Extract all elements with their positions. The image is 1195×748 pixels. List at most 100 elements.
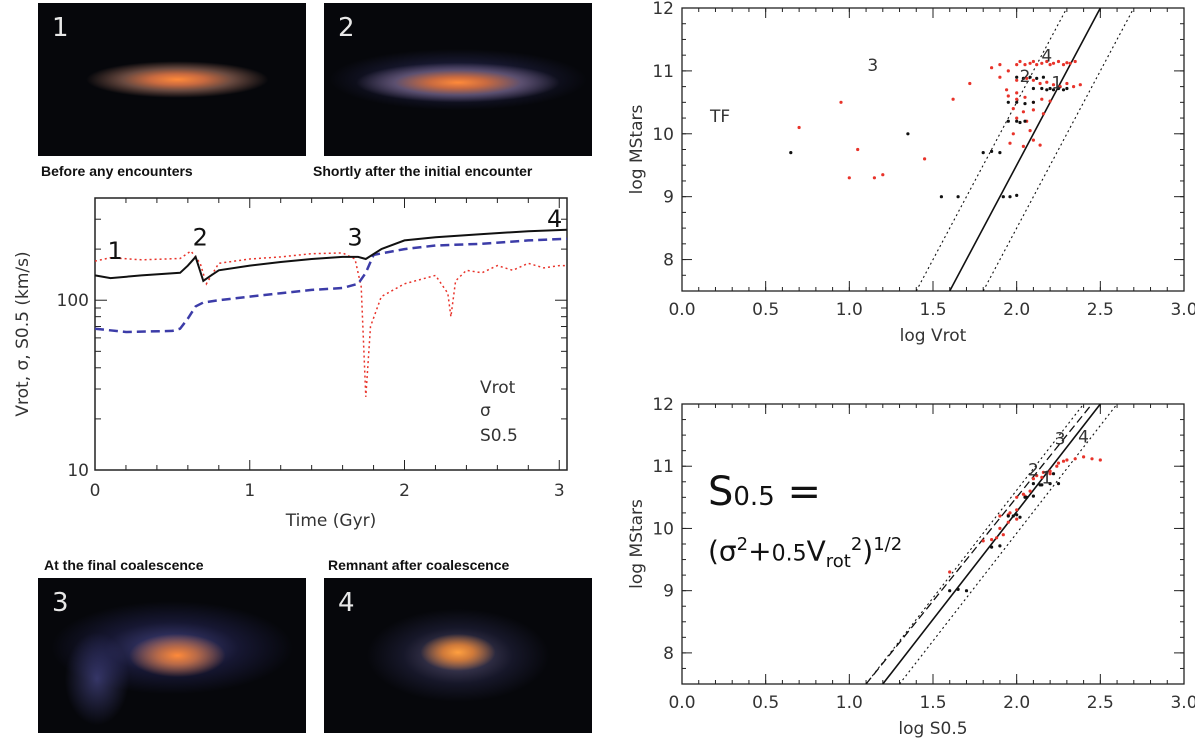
formula-open: (σ — [708, 534, 737, 568]
data-point-black — [1065, 86, 1069, 91]
data-point-red — [995, 536, 999, 540]
data-point-red — [1028, 489, 1032, 493]
data-point-red — [1045, 80, 1049, 84]
chart-title: TF — [709, 107, 730, 127]
galaxy-panel-4: 4 — [324, 578, 592, 733]
data-point-red — [1038, 143, 1042, 147]
plot-frame — [681, 7, 1185, 292]
data-point-red — [1028, 61, 1032, 65]
data-point-red — [1021, 110, 1025, 114]
data-point-red — [1078, 83, 1082, 87]
data-point-black — [1056, 482, 1061, 486]
galaxy-panel-2: 2 — [324, 3, 592, 156]
y-tick-label: 10 — [652, 125, 674, 145]
data-point-black — [990, 545, 994, 549]
x-tick-label: 1.0 — [836, 300, 863, 320]
data-point-black — [1006, 514, 1010, 518]
x-tick-label: 2.5 — [1087, 300, 1114, 320]
plot-area: 3 42 1 — [789, 8, 1135, 291]
data-point-red — [1006, 520, 1010, 524]
data-point-red — [1023, 63, 1027, 67]
data-point-red — [1040, 475, 1044, 479]
data-point-red — [1011, 132, 1015, 136]
data-point-black — [1031, 494, 1035, 498]
x-tick-label: 1.5 — [919, 693, 946, 713]
data-point-red — [856, 147, 860, 152]
point-label: 4 — [1041, 46, 1052, 66]
x-tick-label: 3 — [554, 481, 565, 501]
data-point-black — [956, 195, 960, 199]
data-point-red — [951, 97, 955, 101]
data-point-red — [948, 570, 952, 574]
data-point-red — [990, 538, 994, 542]
data-point-black — [1045, 88, 1049, 92]
y-tick-label: 9 — [663, 188, 674, 208]
data-point-red — [1025, 76, 1029, 80]
y-tick-label: 8 — [663, 644, 674, 664]
legend-entry: S0.5 — [480, 426, 518, 446]
data-point-black — [981, 151, 985, 155]
data-point-red — [1006, 69, 1010, 73]
data-point-black — [1035, 76, 1039, 80]
formula-sup: 2 — [736, 534, 749, 555]
galaxy-panel-1: 1 — [38, 3, 306, 156]
series-line-S0.5 — [94, 228, 568, 283]
data-point-black — [1015, 75, 1019, 79]
y-tick-label: 100 — [57, 291, 89, 311]
data-point-red — [1061, 459, 1066, 463]
data-point-red — [1048, 63, 1052, 67]
data-point-black — [1015, 513, 1019, 517]
y-tick-label: 9 — [663, 582, 674, 602]
data-point-black — [939, 195, 943, 199]
data-point-red — [1028, 129, 1032, 133]
data-point-red — [1082, 455, 1086, 459]
plot-frame — [94, 197, 568, 471]
point-label: 4 — [1078, 428, 1089, 448]
x-tick-label: 0.5 — [752, 693, 779, 713]
time-evolution-chart: 0 1 2 3 10 100 Time (Gyr) Vrot, σ, S0.5 (km/s) 1… — [13, 197, 568, 531]
data-point-red — [1006, 94, 1010, 98]
data-point-red — [1040, 61, 1044, 65]
data-point-black — [1051, 472, 1056, 476]
data-point-red — [1056, 59, 1061, 64]
y-tick-label: 10 — [652, 519, 674, 539]
fit-line-dotted_right — [899, 404, 1118, 684]
data-point-red — [1015, 63, 1019, 67]
formula-vsub: rot — [825, 550, 851, 572]
data-point-black — [1011, 514, 1015, 518]
data-point-red — [839, 100, 843, 104]
data-point-black — [1031, 482, 1035, 486]
point-label: 3 — [867, 56, 878, 76]
data-point-black — [1018, 515, 1022, 519]
data-point-black — [1001, 195, 1005, 199]
y-tick-label: 12 — [652, 0, 674, 19]
data-point-black — [998, 544, 1002, 548]
data-point-red — [1031, 477, 1035, 481]
data-point-red — [1005, 88, 1009, 92]
formula-coef: 0.5 — [771, 541, 807, 567]
data-point-red — [998, 75, 1002, 79]
galaxy-caption-2: Shortly after the initial encounter — [313, 163, 533, 179]
data-point-black — [1038, 483, 1042, 487]
data-point-red — [1008, 511, 1012, 515]
data-point-black — [1048, 86, 1052, 91]
data-point-red — [968, 81, 972, 86]
formula-sup: 1/2 — [873, 534, 903, 555]
galaxy-number: 2 — [338, 13, 355, 43]
data-point-black — [1023, 119, 1027, 123]
data-point-red — [1015, 97, 1019, 101]
formula: S0.5 = (σ2+0.5Vrot2)1/2 — [708, 470, 902, 582]
formula-close: ) — [862, 534, 874, 568]
data-point-red — [1001, 533, 1005, 537]
data-point-red — [1035, 63, 1039, 67]
data-point-black — [1031, 86, 1035, 91]
data-point-red — [1051, 83, 1056, 87]
galaxy-caption-4: Remnant after coalescence — [328, 557, 510, 573]
x-axis-label: log Vrot — [900, 326, 967, 346]
stage-marker: 2 — [193, 224, 208, 252]
data-point-red — [1035, 474, 1039, 478]
data-point-red — [1031, 78, 1035, 82]
data-point-red — [1015, 495, 1019, 499]
